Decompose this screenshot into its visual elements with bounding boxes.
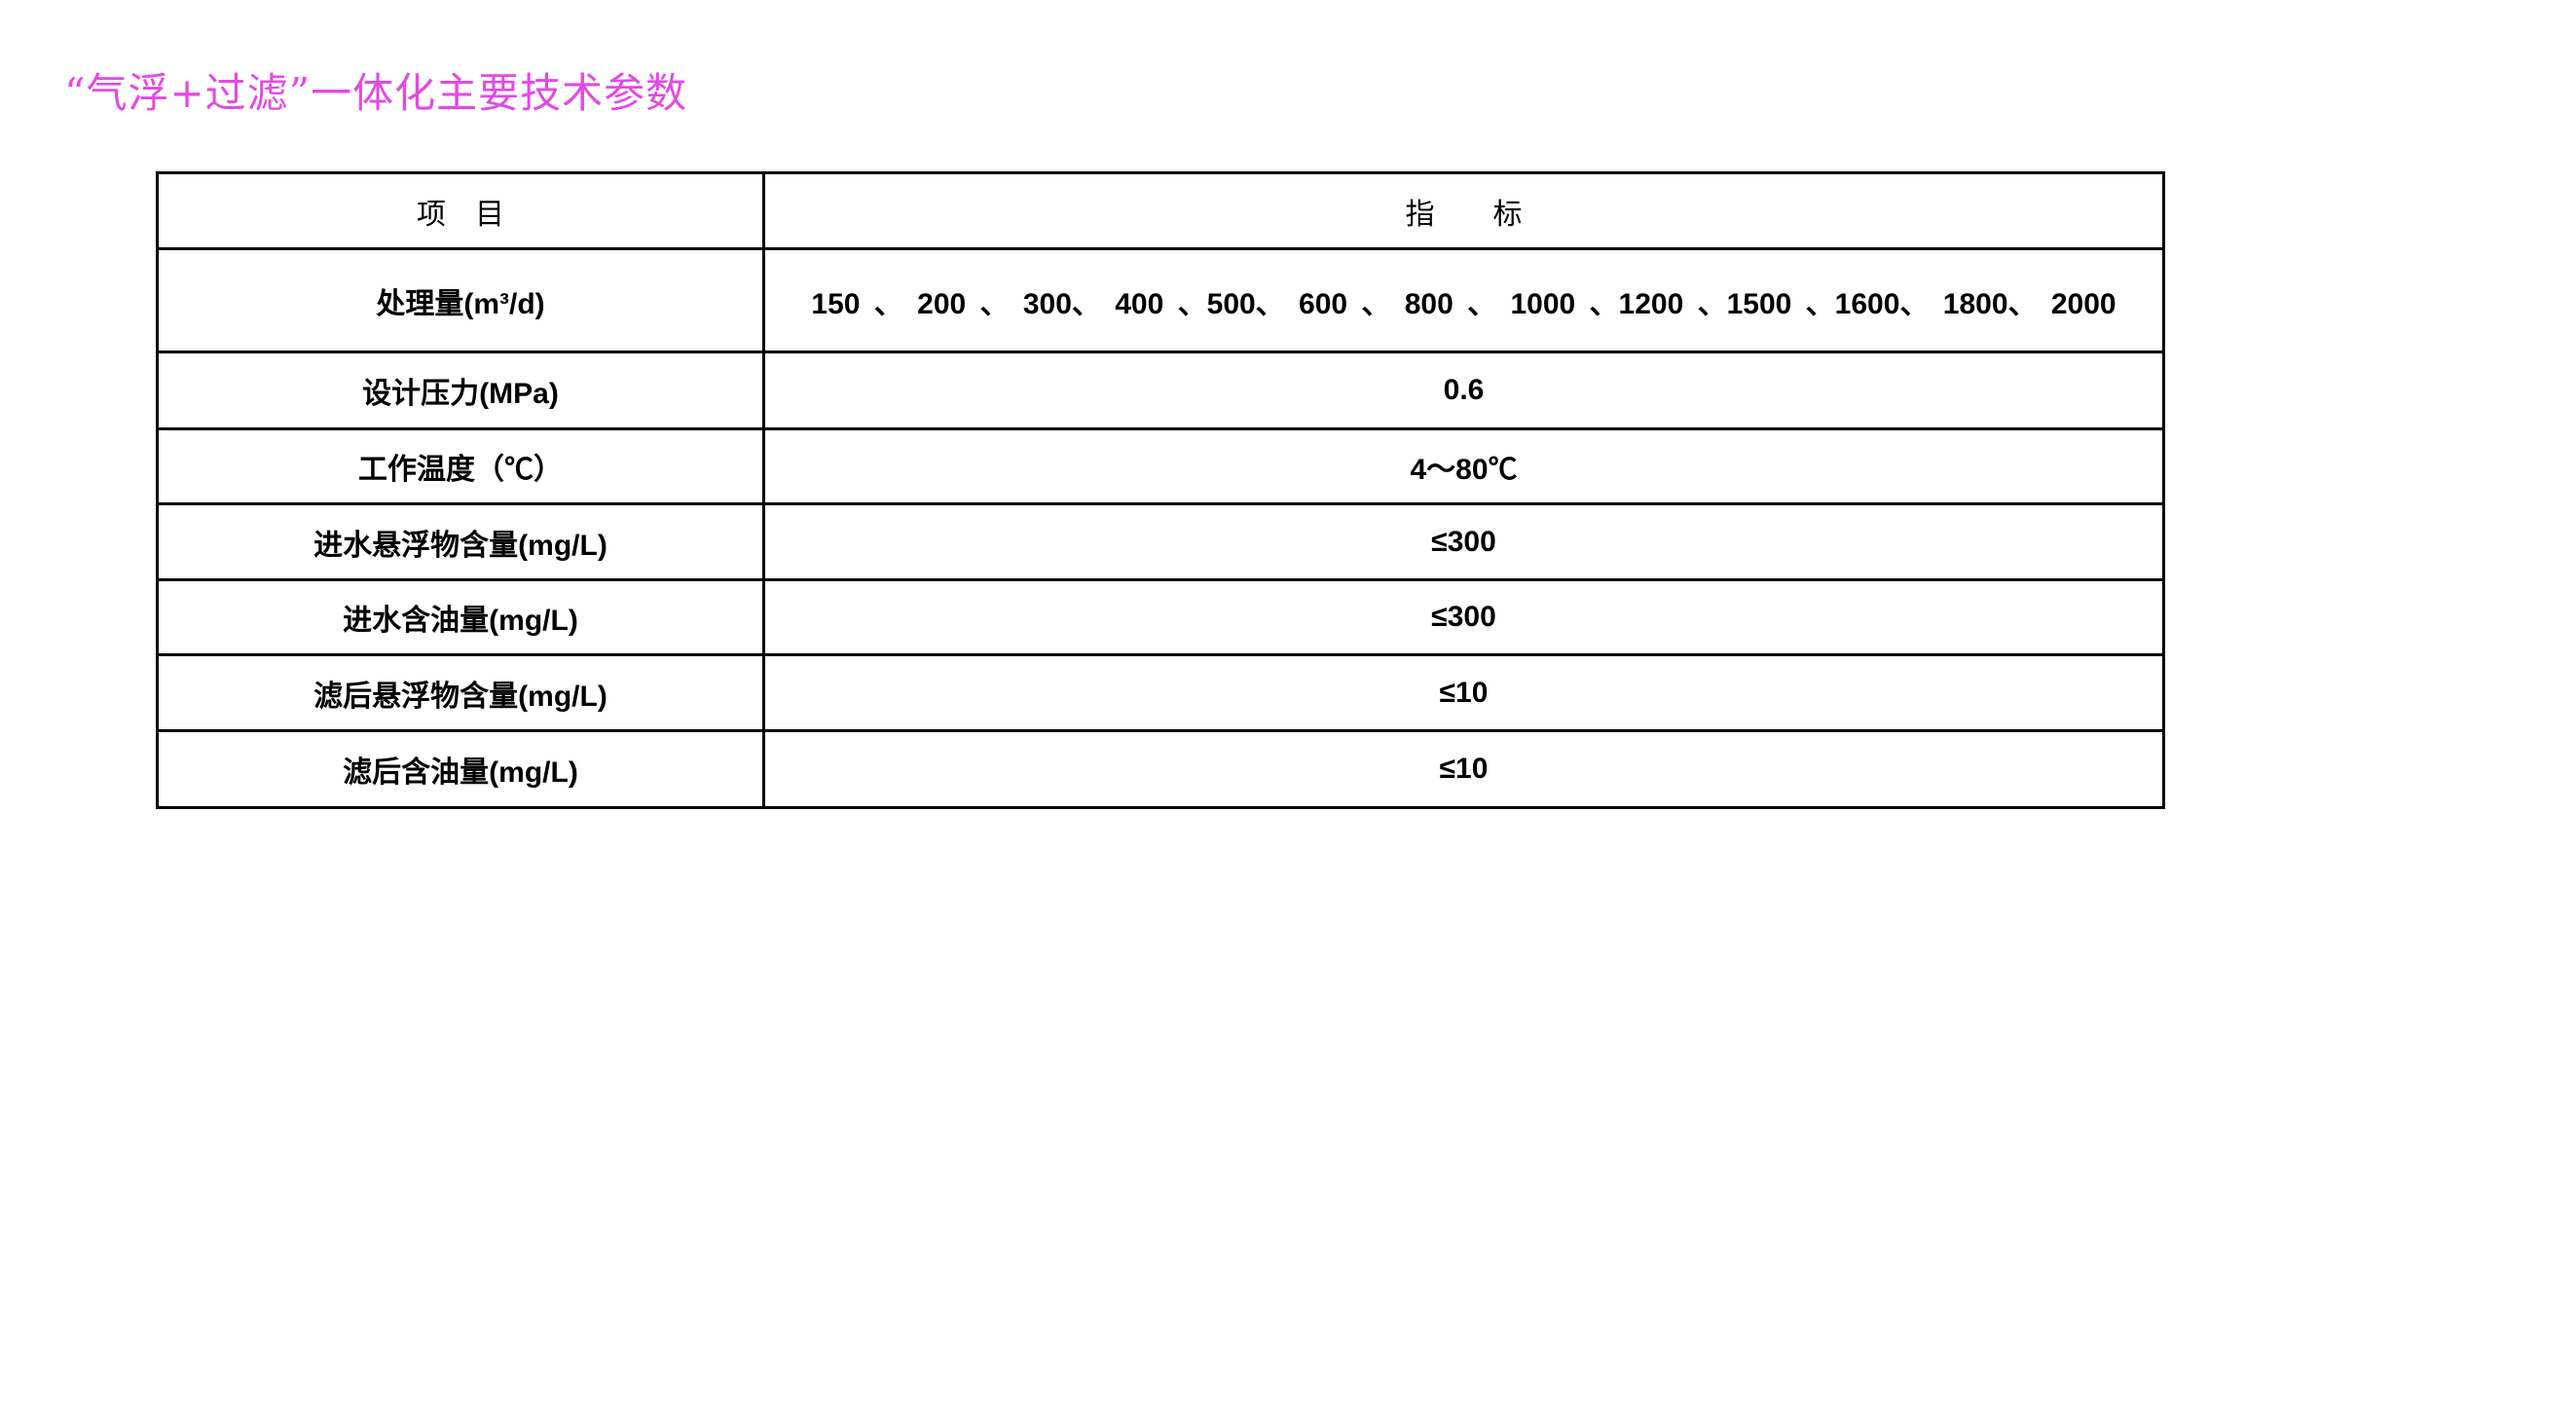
row-item: 工作温度（℃）	[156, 427, 765, 505]
row-item: 进水悬浮物含量(mg/L)	[156, 502, 765, 581]
page-title: “气浮+过滤”一体化主要技术参数	[64, 69, 688, 117]
table-row: 滤后悬浮物含量(mg/L) ≤10	[156, 653, 2165, 732]
table-row: 滤后含油量(mg/L) ≤10	[156, 729, 2165, 809]
header-value: 指 标	[762, 171, 2165, 250]
table-row: 处理量(m³/d) 150 、 200 、 300、 400 、500、 600…	[156, 247, 2165, 353]
table-row: 进水含油量(mg/L) ≤300	[156, 578, 2165, 656]
row-item: 滤后含油量(mg/L)	[156, 729, 765, 809]
row-value: ≤300	[762, 502, 2165, 581]
technical-parameters-table: 项 目 指 标 处理量(m³/d) 150 、 200 、 300、 400 、…	[156, 171, 2165, 809]
table-row: 进水悬浮物含量(mg/L) ≤300	[156, 502, 2165, 581]
table-header-row: 项 目 指 标	[156, 171, 2165, 250]
row-value: 150 、 200 、 300、 400 、500、 600 、 800 、 1…	[762, 247, 2165, 353]
row-value: 0.6	[762, 350, 2165, 430]
row-item: 设计压力(MPa)	[156, 350, 765, 430]
row-value: 4～80℃	[762, 427, 2165, 505]
row-item: 滤后悬浮物含量(mg/L)	[156, 653, 765, 732]
header-item: 项 目	[156, 171, 765, 250]
row-item: 处理量(m³/d)	[156, 247, 765, 353]
table-row: 设计压力(MPa) 0.6	[156, 350, 2165, 430]
row-item: 进水含油量(mg/L)	[156, 578, 765, 656]
table-row: 工作温度（℃） 4～80℃	[156, 427, 2165, 505]
row-value: ≤10	[762, 653, 2165, 732]
row-value: ≤10	[762, 729, 2165, 809]
row-value: ≤300	[762, 578, 2165, 656]
